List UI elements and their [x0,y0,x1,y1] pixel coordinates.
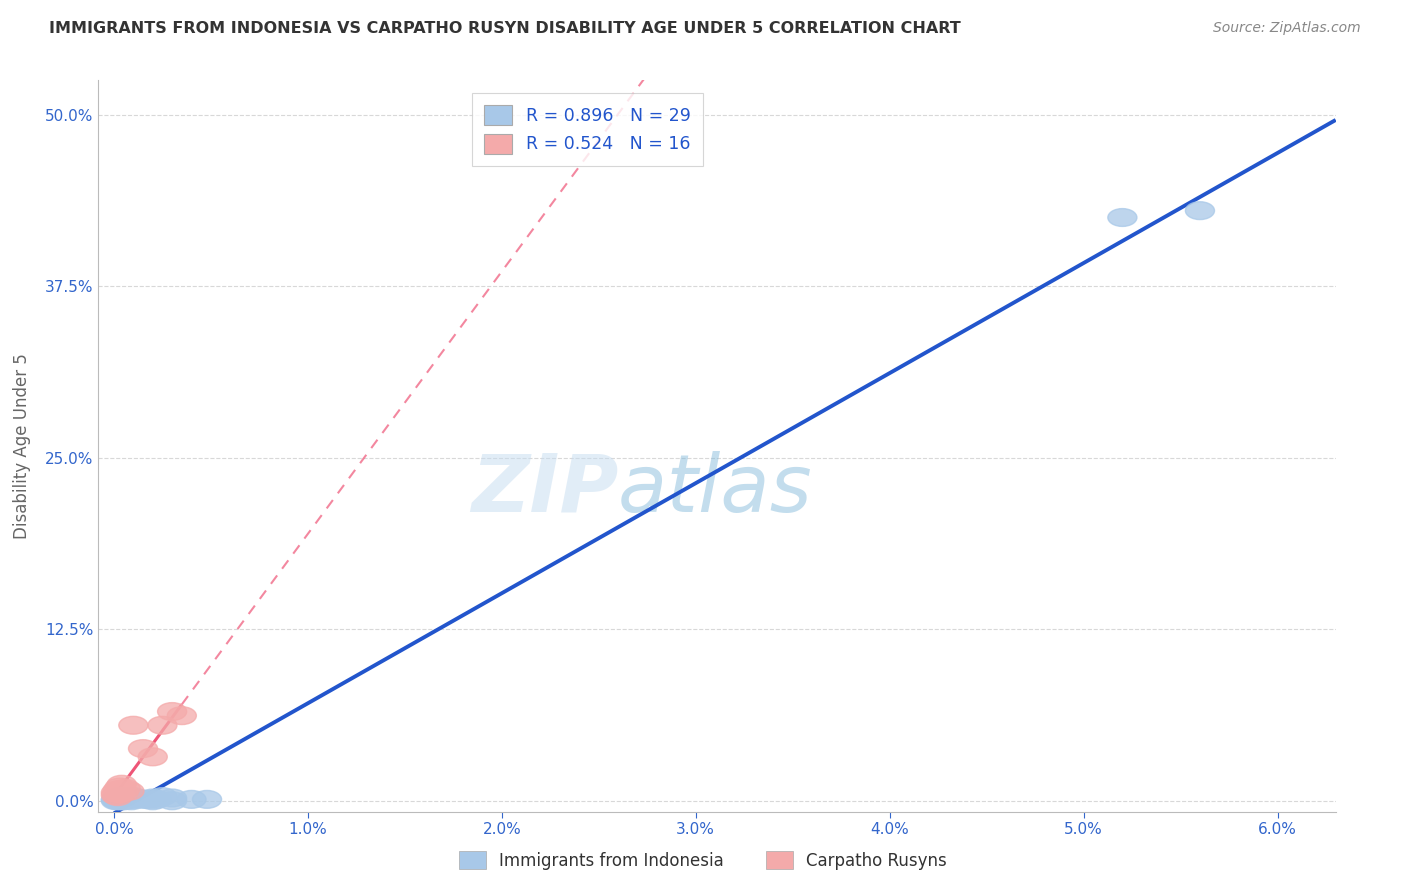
Ellipse shape [105,790,135,808]
Ellipse shape [1108,209,1137,227]
Ellipse shape [101,790,131,808]
Ellipse shape [148,788,177,805]
Legend: Immigrants from Indonesia, Carpatho Rusyns: Immigrants from Indonesia, Carpatho Rusy… [453,845,953,877]
Ellipse shape [157,789,187,807]
Ellipse shape [107,775,136,793]
Ellipse shape [167,706,197,724]
Ellipse shape [138,789,167,807]
Ellipse shape [101,792,131,810]
Ellipse shape [148,716,177,734]
Ellipse shape [107,792,136,810]
Ellipse shape [103,788,132,805]
Ellipse shape [107,789,136,807]
Ellipse shape [157,703,187,721]
Ellipse shape [122,789,152,807]
Ellipse shape [128,790,157,808]
Ellipse shape [103,780,132,798]
Ellipse shape [103,789,132,807]
Y-axis label: Disability Age Under 5: Disability Age Under 5 [13,353,31,539]
Ellipse shape [105,778,135,796]
Ellipse shape [118,788,148,805]
Text: IMMIGRANTS FROM INDONESIA VS CARPATHO RUSYN DISABILITY AGE UNDER 5 CORRELATION C: IMMIGRANTS FROM INDONESIA VS CARPATHO RU… [49,21,960,36]
Ellipse shape [110,790,138,808]
Ellipse shape [118,716,148,734]
Text: Source: ZipAtlas.com: Source: ZipAtlas.com [1213,21,1361,35]
Ellipse shape [117,792,146,810]
Ellipse shape [105,785,135,803]
Ellipse shape [111,780,141,797]
Ellipse shape [135,790,163,808]
Ellipse shape [105,788,135,805]
Ellipse shape [115,788,143,805]
Ellipse shape [101,787,131,805]
Ellipse shape [112,790,142,808]
Ellipse shape [110,783,138,801]
Ellipse shape [157,792,187,810]
Ellipse shape [138,747,167,765]
Ellipse shape [128,739,157,757]
Ellipse shape [101,783,131,801]
Ellipse shape [193,790,222,808]
Ellipse shape [103,792,132,810]
Ellipse shape [138,792,167,810]
Ellipse shape [142,790,172,808]
Ellipse shape [111,789,141,807]
Legend: R = 0.896   N = 29, R = 0.524   N = 16: R = 0.896 N = 29, R = 0.524 N = 16 [472,93,703,166]
Text: ZIP: ZIP [471,450,619,529]
Ellipse shape [110,792,138,810]
Ellipse shape [118,790,148,808]
Ellipse shape [1185,202,1215,219]
Text: atlas: atlas [619,450,813,529]
Ellipse shape [177,790,207,808]
Ellipse shape [115,782,143,800]
